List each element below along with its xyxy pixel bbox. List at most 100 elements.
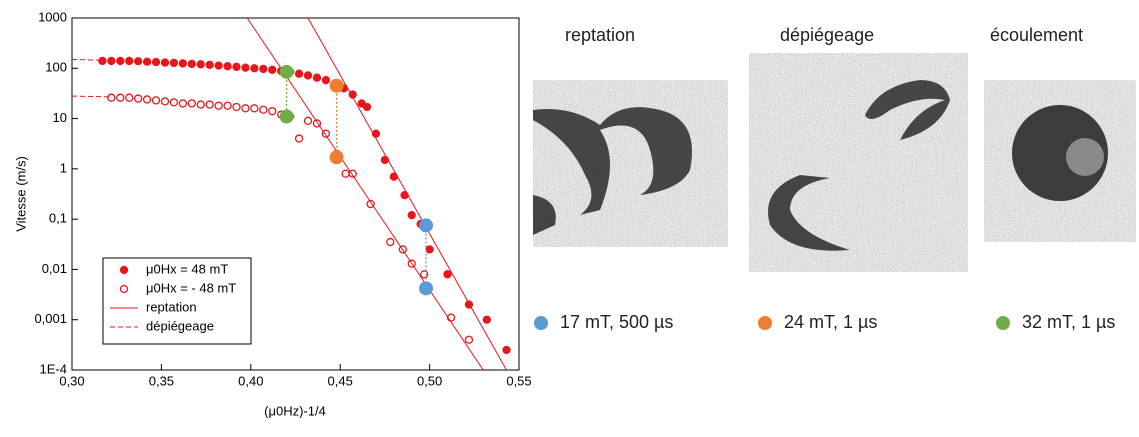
data-point [241,63,250,72]
y-tick-label: 100 [45,60,67,75]
data-point [268,107,277,116]
data-point [151,57,161,67]
data-point [151,96,161,105]
data-point [178,99,188,108]
data-point [116,56,125,66]
data-point [250,64,259,73]
data-point [107,56,116,66]
x-tick-label: 0,45 [328,373,353,388]
data-point [482,315,491,324]
data-point [187,59,196,69]
data-point [223,101,232,110]
fit-line [72,95,112,98]
data-point [142,57,152,66]
data-point [214,61,223,70]
data-point [142,95,152,104]
data-point [425,245,434,254]
legend-label: μ0Hx = 48 mT [146,261,228,276]
data-point [205,100,214,109]
data-point [214,101,223,110]
fit-line [307,18,507,370]
y-tick-label: 0,001 [34,311,67,326]
y-tick-label: 0,01 [42,261,67,276]
fit-line [72,58,103,61]
image-title: écoulement [990,25,1083,45]
data-point [160,97,170,106]
image-ecoulement [984,80,1136,242]
data-point [241,104,250,113]
data-point [407,211,416,220]
data-point [420,270,429,279]
data-point [169,58,179,68]
data-point [303,116,313,126]
data-point [232,62,241,71]
image-depiegeage [749,53,968,272]
data-point [259,105,268,114]
legend-swatch [119,265,129,275]
data-point [196,100,205,109]
highlight-point [419,281,434,296]
data-point [169,98,179,107]
data-point [386,237,395,247]
x-tick-label: 0,50 [417,373,442,388]
image-caption: 32 mT, 1 µs [1022,312,1115,332]
highlight-point [419,218,434,233]
y-tick-label: 1 [60,160,67,175]
highlight-point [279,64,294,79]
caption-dot [996,316,1010,330]
data-point [134,57,143,66]
data-point [125,93,134,102]
image-caption: 24 mT, 1 µs [784,312,877,332]
data-point [380,155,390,165]
legend-label: μ0Hx = - 48 mT [146,280,236,295]
data-point [362,102,372,112]
y-tick-label: 1000 [38,9,67,24]
data-point [196,60,205,69]
data-point [178,59,188,68]
caption-dot [758,316,772,330]
x-tick-label: 0,40 [238,373,263,388]
highlight-point [279,109,294,124]
y-tick-label: 1E-4 [40,361,67,376]
image-title: reptation [565,25,635,45]
image-title: dépiégeage [780,25,874,45]
y-tick-label: 0,1 [49,211,67,226]
x-axis-label: (μ0Hz)-1/4 [264,403,326,418]
data-point [98,56,107,66]
data-point [116,93,125,102]
highlight-point [329,150,344,165]
legend-label: dépiégeage [146,318,214,333]
highlight-point [329,78,344,93]
data-point [502,345,511,355]
data-point [250,104,259,113]
data-point [268,65,277,75]
caption-dot [534,316,548,330]
image-reptation [533,80,728,247]
data-point [187,99,196,108]
data-point [125,56,134,66]
data-point [205,60,214,70]
legend-swatch [119,284,129,294]
data-point [232,102,241,112]
data-point [443,270,452,279]
legend-label: reptation [146,299,197,314]
y-axis-label: Vitesse (m/s) [13,156,28,232]
x-tick-label: 0,35 [149,373,174,388]
image-caption: 17 mT, 500 µs [560,312,673,332]
y-tick-label: 10 [53,110,67,125]
data-point [294,134,304,143]
data-point [464,335,474,344]
plot-frame [71,17,520,371]
data-point [160,58,170,67]
data-point [107,93,116,102]
legend-box [102,257,252,345]
data-point [259,64,268,74]
data-point [341,169,350,178]
data-point [321,76,331,85]
data-point [134,94,143,103]
x-tick-label: 0,55 [506,373,531,388]
data-point [303,71,313,80]
data-point [366,199,375,209]
